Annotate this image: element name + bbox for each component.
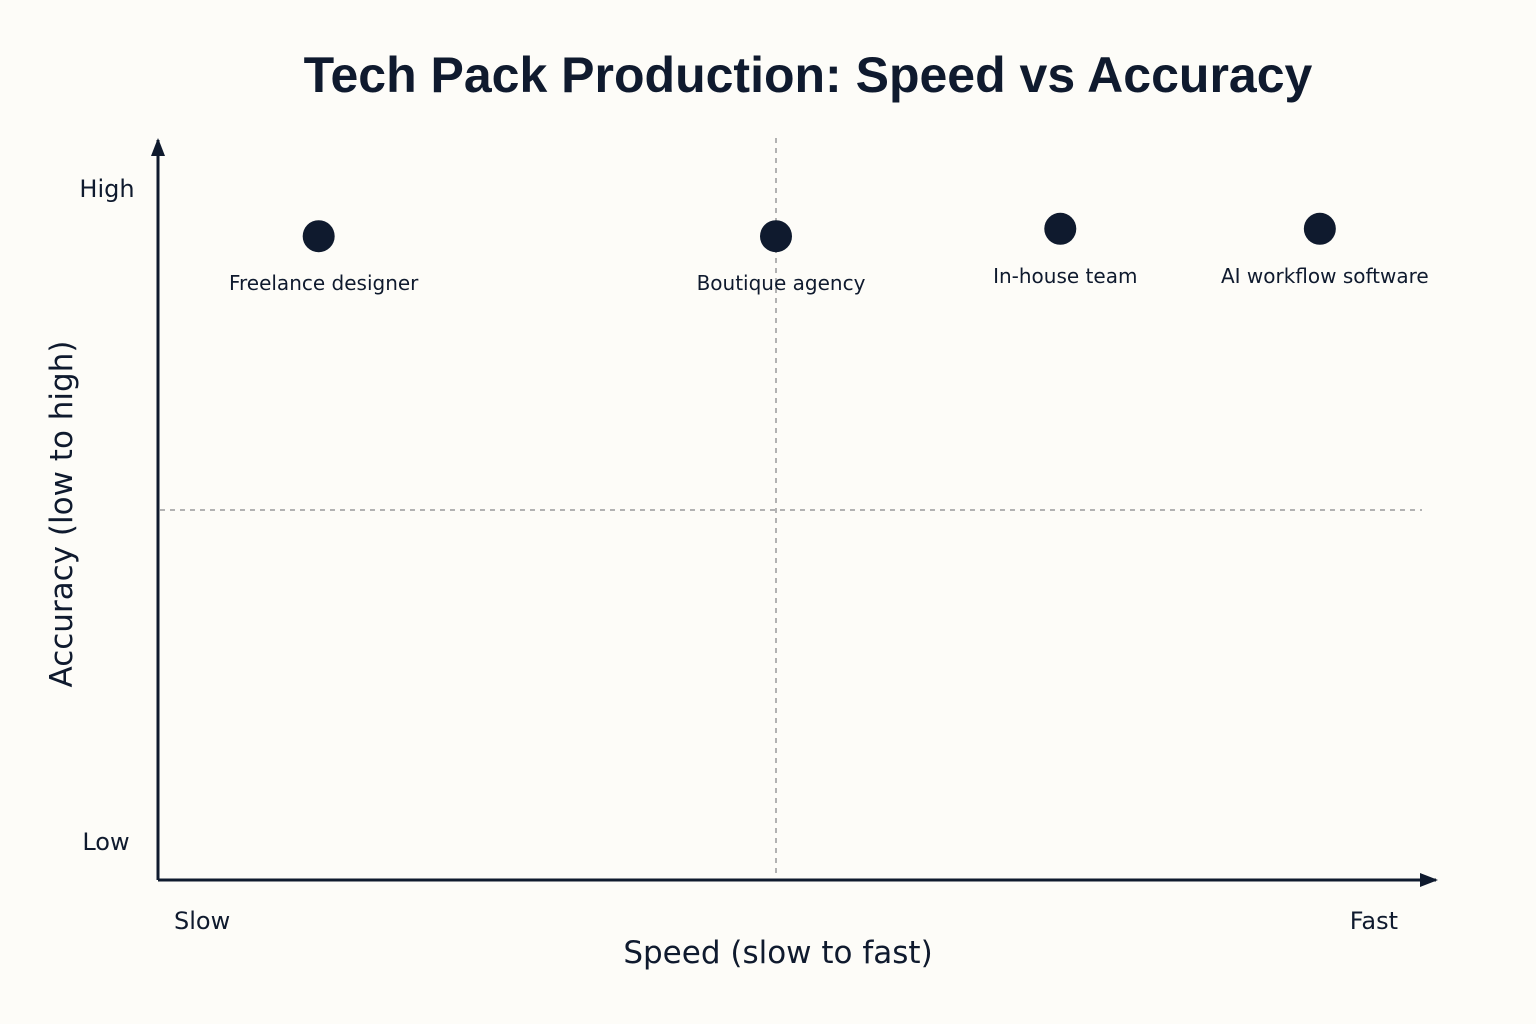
data-point-marker — [1303, 212, 1336, 245]
x-tick-label-fast: Fast — [1350, 907, 1398, 935]
data-point-group: In-house team — [993, 212, 1137, 288]
x-tick-label-slow: Slow — [174, 907, 230, 935]
data-point-label: In-house team — [993, 264, 1137, 288]
data-point-label: AI workflow software — [1221, 264, 1429, 288]
data-point-marker — [1044, 212, 1077, 245]
x-axis-title: Speed (slow to fast) — [623, 935, 932, 971]
data-points: Freelance designer Boutique agency In-hous… — [229, 212, 1429, 295]
data-point-group: Boutique agency — [697, 220, 866, 295]
data-point-group: Freelance designer — [229, 220, 419, 295]
y-axis-title: Accuracy (low to high) — [44, 341, 80, 688]
chart-title: Tech Pack Production: Speed vs Accuracy — [304, 47, 1313, 103]
data-point-label: Boutique agency — [697, 271, 866, 295]
quadrant-dividers — [160, 138, 1422, 878]
y-tick-label-low: Low — [82, 828, 129, 856]
y-tick-label-high: High — [79, 175, 134, 203]
data-point-marker — [302, 220, 335, 253]
data-point-label: Freelance designer — [229, 271, 419, 295]
data-point-group: AI workflow software — [1221, 212, 1429, 288]
data-point-marker — [760, 220, 792, 253]
